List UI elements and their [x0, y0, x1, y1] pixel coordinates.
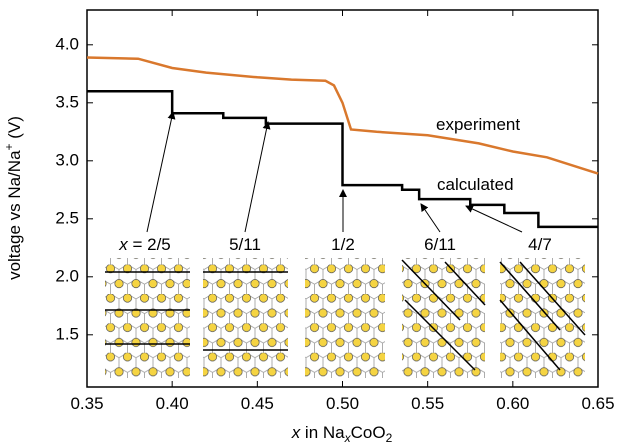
arrow: [420, 203, 441, 233]
annotation: 1/2: [331, 235, 355, 254]
inset-labels: x = 2/5 5/11 1/2 6/11 4/7: [118, 235, 552, 254]
annotation-part: = 2/5: [128, 235, 171, 254]
label-part: x: [344, 431, 352, 445]
annotation: 4/7: [528, 235, 552, 254]
structure-inset: [105, 258, 190, 378]
legend-label: experiment: [436, 115, 520, 134]
x-tick-label: 0.60: [496, 394, 529, 413]
y-axis-label: voltage vs Na/Na+ (V): [2, 116, 24, 280]
arrow: [146, 111, 176, 233]
label-part: (V): [5, 116, 24, 143]
plot-frame: [86, 9, 599, 388]
x-tick-label: 0.45: [241, 394, 274, 413]
y-tick-label: 4.0: [55, 34, 79, 53]
series-line: [86, 56, 599, 175]
arrow: [465, 205, 523, 233]
x-axis-label: x in NaxCoO2: [291, 423, 393, 445]
inset-lines: [105, 259, 586, 371]
y-tick-label: 2.0: [55, 266, 79, 285]
label-part: in Na: [300, 423, 345, 442]
label-part: x: [291, 423, 301, 442]
series-line: [87, 89, 598, 229]
structure-inset: [203, 258, 288, 378]
annotation-part: x: [118, 235, 128, 254]
x-tick-label: 0.40: [156, 394, 189, 413]
annotation: x = 2/5: [118, 235, 171, 254]
structure-inset: [402, 258, 485, 378]
x-tick-label: 0.50: [326, 394, 359, 413]
y-tick-label: 3.5: [55, 92, 79, 111]
y-tick-label: 2.5: [55, 208, 79, 227]
label-part: 2: [386, 431, 393, 445]
x-tick-label: 0.55: [411, 394, 444, 413]
x-tick-label: 0.65: [581, 394, 614, 413]
y-tick-label: 1.5: [55, 324, 79, 343]
x-tick-label: 0.35: [70, 394, 103, 413]
insets: [105, 258, 586, 378]
label-part: +: [2, 143, 16, 150]
arrow: [244, 121, 271, 233]
y-tick-label: 3.0: [55, 150, 79, 169]
legend-label: calculated: [437, 175, 514, 194]
annotation: 5/11: [229, 235, 261, 254]
structure-inset: [305, 258, 385, 378]
arrows: [146, 111, 523, 233]
label-part: voltage vs Na/Na: [5, 150, 24, 280]
label-part: CoO: [351, 423, 386, 442]
annotation: 6/11: [424, 235, 456, 254]
